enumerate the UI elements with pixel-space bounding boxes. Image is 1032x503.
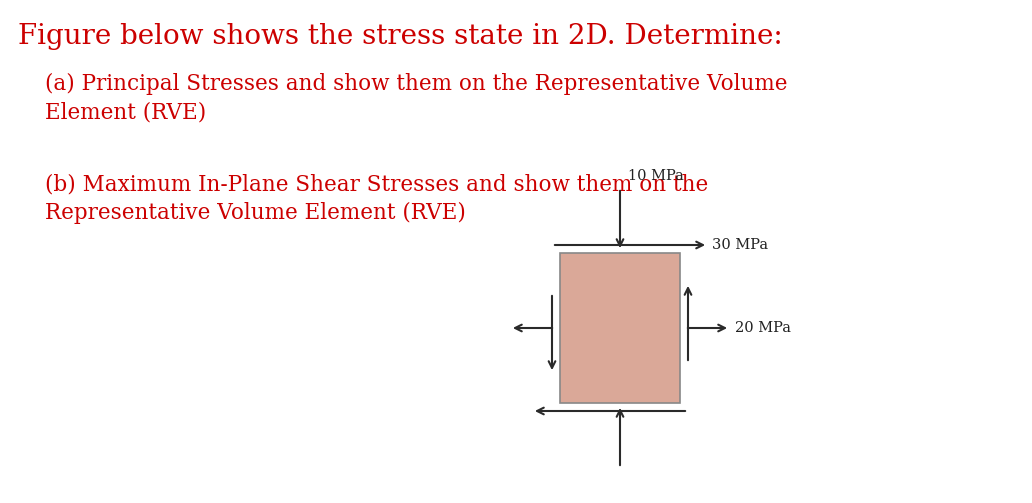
Bar <box>560 253 680 403</box>
Text: Figure below shows the stress state in 2D. Determine:: Figure below shows the stress state in 2… <box>18 23 782 50</box>
Text: (b) Maximum In-Plane Shear Stresses and show them on the
Representative Volume E: (b) Maximum In-Plane Shear Stresses and … <box>45 173 708 224</box>
Text: 10 MPa: 10 MPa <box>628 169 684 183</box>
Text: 30 MPa: 30 MPa <box>712 238 768 252</box>
Text: (a) Principal Stresses and show them on the Representative Volume
Element (RVE): (a) Principal Stresses and show them on … <box>45 73 787 124</box>
Text: 20 MPa: 20 MPa <box>735 321 791 335</box>
